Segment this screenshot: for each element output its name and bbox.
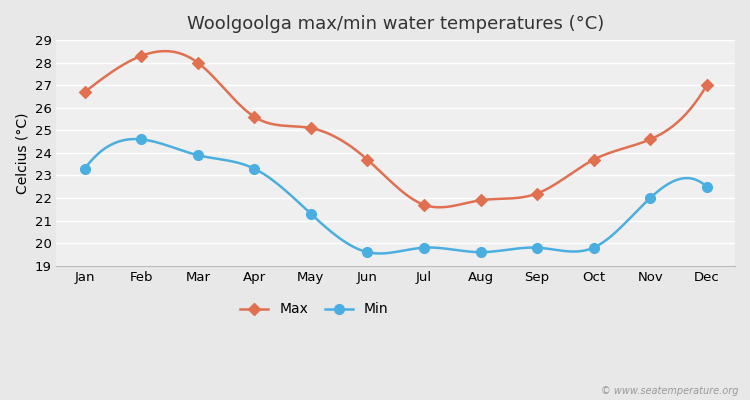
Point [588, 244, 600, 251]
Point [79, 89, 91, 95]
Point [700, 184, 712, 190]
Point [79, 166, 91, 172]
Point [475, 249, 487, 255]
Point [644, 195, 656, 201]
Point [305, 125, 317, 131]
Point [248, 166, 260, 172]
Point [418, 202, 430, 208]
Point [588, 156, 600, 163]
Point [531, 190, 543, 197]
Point [531, 244, 543, 251]
Y-axis label: Celcius (°C): Celcius (°C) [15, 112, 29, 194]
Legend: Max, Min: Max, Min [235, 297, 394, 322]
Point [248, 114, 260, 120]
Point [644, 136, 656, 142]
Point [362, 249, 374, 255]
Text: © www.seatemperature.org: © www.seatemperature.org [602, 386, 739, 396]
Point [192, 60, 204, 66]
Point [135, 136, 147, 142]
Point [135, 53, 147, 59]
Point [418, 244, 430, 251]
Point [362, 156, 374, 163]
Point [192, 152, 204, 158]
Point [700, 82, 712, 88]
Point [305, 211, 317, 217]
Title: Woolgoolga max/min water temperatures (°C): Woolgoolga max/min water temperatures (°… [187, 15, 604, 33]
Point [475, 197, 487, 204]
